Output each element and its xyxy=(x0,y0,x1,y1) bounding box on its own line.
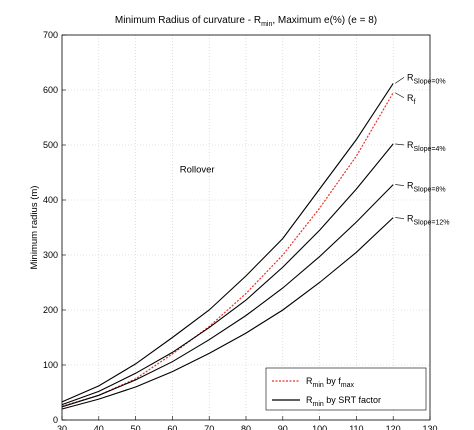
x-tick-label: 30 xyxy=(57,424,67,430)
x-tick-label: 50 xyxy=(131,424,141,430)
annotation-arrow xyxy=(395,92,405,99)
x-tick-label: 40 xyxy=(94,424,104,430)
y-tick-label: 200 xyxy=(43,305,58,315)
annotation-arrow xyxy=(395,77,405,84)
legend-box xyxy=(265,367,427,411)
x-tick-label: 130 xyxy=(422,424,437,430)
x-tick-label: 90 xyxy=(278,424,288,430)
y-tick-label: 100 xyxy=(43,360,58,370)
annotation-slope4: RSlope=4% xyxy=(407,140,446,153)
x-tick-label: 60 xyxy=(167,424,177,430)
annotation-f: Rf xyxy=(407,93,416,106)
annotation-arrow xyxy=(395,184,405,186)
legend-entry: Rmin by SRT factor xyxy=(306,395,381,408)
series-line-slope12 xyxy=(61,217,394,410)
x-tick-label: 70 xyxy=(204,424,214,430)
series-line-f xyxy=(61,92,394,407)
legend-entry: Rmin by fmax xyxy=(306,376,355,389)
x-tick-label: 110 xyxy=(349,424,363,430)
x-tick-label: 120 xyxy=(386,424,401,430)
region-label: Rollover xyxy=(180,165,215,176)
series-line-slope4 xyxy=(61,143,394,406)
y-tick-label: 700 xyxy=(43,30,58,40)
y-tick-label: 500 xyxy=(43,140,58,150)
y-axis-label: Minimum radius (m) xyxy=(29,186,40,270)
y-tick-label: 0 xyxy=(53,415,58,425)
annotation-arrow xyxy=(395,217,405,219)
chart-title: Minimum Radius of curvature - Rmin, Maxi… xyxy=(115,15,377,28)
x-tick-label: 80 xyxy=(241,424,251,430)
annotation-slope0: RSlope=0% xyxy=(407,72,446,85)
y-tick-label: 400 xyxy=(43,195,58,205)
annotation-slope8: RSlope=8% xyxy=(407,181,446,194)
y-tick-label: 600 xyxy=(43,85,58,95)
annotation-arrow xyxy=(395,143,405,146)
annotation-slope12: RSlope=12% xyxy=(407,214,450,227)
x-tick-label: 100 xyxy=(312,424,327,430)
y-tick-label: 300 xyxy=(43,250,58,260)
series-line-slope8 xyxy=(61,184,394,408)
series-line-slope0 xyxy=(61,83,394,403)
